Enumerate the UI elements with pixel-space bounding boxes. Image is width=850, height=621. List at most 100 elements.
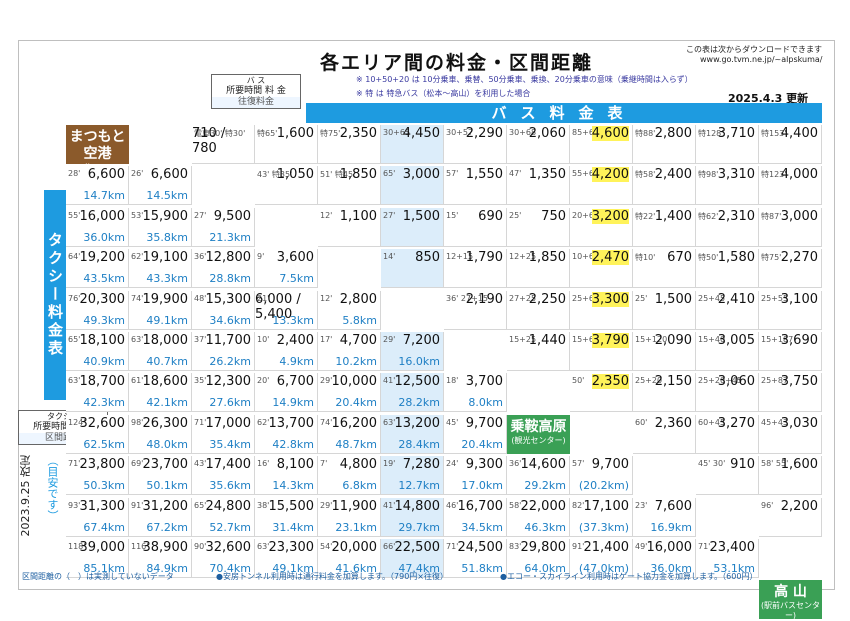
taxi-time: 91': [572, 542, 585, 551]
bus-time: 60+45: [698, 417, 726, 427]
bus-fare-cell: 25+60 3,300: [570, 290, 633, 330]
taxi-fare: 20,300: [79, 291, 126, 307]
taxi-fare: 29,800: [520, 540, 567, 555]
bus-fare-cell: 45+43 3,030: [759, 414, 822, 454]
taxi-time: 66': [383, 542, 396, 551]
taxi-time: 36': [194, 252, 207, 262]
taxi-fare-cell: 28' 6,600 14.7km: [66, 166, 129, 206]
taxi-fare: 31,300: [79, 498, 126, 514]
bus-fare-cell: 60' 2,360: [633, 414, 696, 454]
taxi-fare-cell: 16' 8,100 14.3km: [255, 456, 318, 496]
taxi-time: 74': [320, 417, 333, 427]
taxi-fare-cell: 74' 16,200 48.7km: [318, 414, 381, 454]
bus-fare-cell: 特22' 1,400: [633, 207, 696, 247]
taxi-distance: 10.2km: [335, 355, 377, 368]
bus-fare-cell: 30+65 4,450: [381, 125, 444, 164]
taxi-fare-cell: 41' 12,500 28.2km: [381, 373, 444, 413]
taxi-distance: 21.3km: [209, 230, 251, 244]
taxi-fare: 16,700: [457, 498, 504, 514]
taxi-fare-cell: 10' 2,400 4.9km: [255, 332, 318, 371]
taxi-fare-cell: 55' 16,000 36.0km: [66, 207, 129, 247]
taxi-distance: 84.9km: [146, 562, 188, 575]
bus-time: 45' 30': [698, 459, 726, 469]
bus-time: 15+25: [509, 335, 537, 344]
station-11: 高 山 (駅前バスセンター): [759, 580, 822, 620]
bus-fare: 3,750: [780, 374, 818, 390]
bus-fare: 4,600: [591, 126, 629, 141]
taxi-time: 46': [446, 500, 459, 510]
footer-note-2: ●安房トンネル利用時は通行料金を加算します。（790円×往復）: [216, 572, 448, 581]
taxi-distance: 28.8km: [209, 272, 251, 286]
download-url[interactable]: www.go.tvm.ne.jp/~alpskuma/: [700, 55, 823, 64]
taxi-time: 26': [131, 169, 144, 179]
taxi-time: 91': [131, 500, 144, 510]
taxi-fare-cell: 93' 31,300 67.4km: [66, 497, 129, 537]
bus-fare: 2,350: [339, 126, 377, 141]
bus-fare: 3,710: [717, 126, 755, 141]
bus-fare: 2,310: [717, 208, 755, 224]
taxi-fare-cell: 71' 24,500 51.8km: [444, 539, 507, 578]
legend-bus: バ ス 所要時間 料 金 往復料金: [211, 74, 301, 109]
taxi-distance: 29.7km: [398, 520, 440, 534]
taxi-fare-cell: 36' 14,600 29.2km: [507, 456, 570, 496]
taxi-distance: 42.3km: [83, 396, 125, 410]
taxi-fare: 23,400: [709, 540, 756, 555]
taxi-time: 63': [131, 335, 144, 344]
bus-time: 12': [320, 210, 333, 220]
taxi-distance: 36.0km: [650, 562, 692, 575]
bus-fare: 850: [415, 250, 440, 266]
taxi-fare: 3,600: [276, 250, 314, 266]
taxi-fare-cell: 7' 4,800 6.8km: [318, 456, 381, 496]
taxi-fare: 23,700: [142, 457, 189, 473]
taxi-fare-cell: 69' 23,700 50.1km: [129, 456, 192, 496]
taxi-distance: 8.0km: [468, 396, 503, 410]
taxi-fare: 23,800: [79, 457, 126, 473]
bus-fare-cell: 51' 特45' 1,850: [318, 166, 381, 206]
bus-time: 58' 55': [761, 459, 789, 469]
taxi-time: 18': [446, 376, 459, 386]
taxi-time: 65': [68, 335, 81, 344]
taxi-fare-cell: 46' 16,700 34.5km: [444, 497, 507, 537]
bus-time: 25+55: [761, 293, 789, 303]
taxi-distance: 12.7km: [398, 479, 440, 493]
taxi-fare: 2,400: [276, 333, 314, 348]
bus-fare-cell: 45' 30' 910: [696, 456, 759, 496]
taxi-distance: 14.9km: [272, 396, 314, 410]
taxi-distance: 20.4km: [335, 396, 377, 410]
bus-fare-cell: 特128' 3,710: [696, 125, 759, 164]
taxi-time: 76': [68, 293, 81, 303]
taxi-distance: 16.0km: [398, 355, 440, 368]
taxi-time: 57': [572, 459, 585, 469]
taxi-time: 38': [257, 500, 270, 510]
sheet-frame: [18, 40, 835, 590]
taxi-fare: 16,000: [79, 208, 126, 224]
taxi-fare-cell: 29' 10,000 20.4km: [318, 373, 381, 413]
taxi-fare: 22,500: [394, 540, 441, 555]
bus-fare: 670: [667, 250, 692, 266]
taxi-time: 9': [257, 252, 265, 262]
bus-fare: 2,470: [591, 250, 629, 266]
bus-fare: 3,030: [780, 415, 818, 431]
bus-time: 25+20: [635, 376, 663, 386]
taxi-time: 116': [131, 542, 149, 551]
note-transfer: ※ 10+50+20 は 10分乗車、乗替、50分乗車、乗換、20分乗車の意味（…: [356, 75, 693, 84]
taxi-fare: 31,200: [142, 498, 189, 514]
bus-time: 25+87: [761, 376, 789, 386]
taxi-time: 74': [131, 293, 144, 303]
taxi-distance: 35.4km: [209, 437, 251, 451]
taxi-fare-cell: 48' 15,300 34.6km: [192, 290, 255, 330]
taxi-fare: 14,800: [394, 498, 441, 514]
bus-fare: 2,800: [654, 126, 692, 141]
bus-fare: 1,580: [717, 250, 755, 266]
bus-fare-cell: 特87' 3,000: [759, 207, 822, 247]
bus-fare-cell: 特88' 2,800: [633, 125, 696, 164]
bus-fare: 3,005: [717, 333, 755, 348]
taxi-fare-cell: 37' 11,700 26.2km: [192, 332, 255, 371]
taxi-fare: 15,300: [205, 291, 252, 307]
bus-time: 27+25: [509, 293, 537, 303]
bus-fare: 2,290: [465, 126, 503, 141]
taxi-time: 45': [446, 417, 459, 427]
taxi-time: 71': [68, 459, 81, 469]
taxi-distance: 23.1km: [335, 520, 377, 534]
bus-fare: 1,550: [465, 167, 503, 183]
